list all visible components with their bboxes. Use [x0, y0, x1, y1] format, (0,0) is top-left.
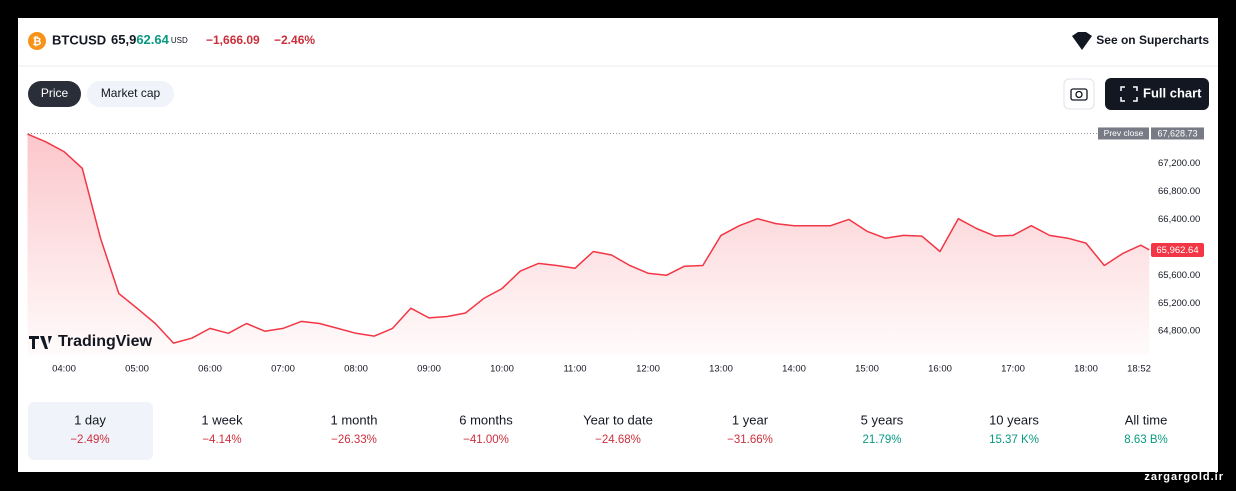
period-change[interactable]: −41.00% [463, 434, 509, 446]
last-price-label: 65,962.64 [1156, 245, 1198, 256]
period-change[interactable]: −31.66% [727, 434, 773, 446]
period-label[interactable]: Year to date [583, 412, 653, 427]
supercharts-icon[interactable] [1072, 32, 1092, 50]
x-tick-label: 18:52 [1127, 364, 1151, 375]
period-label[interactable]: 1 week [201, 412, 243, 427]
price-chart: Prev close 67,628.73 64,800.00 65,200.00 65,… [27, 127, 1204, 375]
period-label[interactable]: 10 years [989, 412, 1039, 427]
y-tick-label: 65,600.00 [1158, 270, 1200, 281]
x-tick-label: 05:00 [125, 364, 149, 375]
period-bar: 1 day −2.49% 1 week −4.14% 1 month −26.33% 6 m… [28, 402, 1168, 460]
price: 65,962.64 USD [111, 32, 188, 47]
period-label[interactable]: 6 months [459, 412, 513, 427]
period-change[interactable]: 15.37 K% [989, 434, 1039, 446]
tab-market-cap[interactable] [87, 81, 174, 107]
period-change[interactable]: 8.63 B% [1124, 434, 1167, 446]
period-change[interactable]: −24.68% [595, 434, 641, 446]
x-tick-label: 13:00 [709, 364, 733, 375]
prev-close-value: 67,628.73 [1157, 128, 1197, 138]
x-tick-label: 12:00 [636, 364, 660, 375]
symbol: BTCUSD [52, 32, 106, 47]
period-label[interactable]: All time [1125, 412, 1168, 427]
watermark: zargargold.ir [1144, 471, 1224, 483]
period-selected [28, 402, 153, 460]
x-tick-label: 08:00 [344, 364, 368, 375]
price-area [27, 134, 1150, 355]
x-tick-label: 10:00 [490, 364, 514, 375]
tradingview-logo [29, 336, 52, 349]
x-tick-label: 15:00 [855, 364, 879, 375]
camera-icon [1070, 88, 1088, 101]
period-change[interactable]: 21.79% [862, 434, 901, 446]
x-tick-label: 06:00 [198, 364, 222, 375]
x-tick-label: 04:00 [52, 364, 76, 375]
y-tick-label: 65,200.00 [1158, 298, 1200, 309]
price-highlight: 62.64 [136, 32, 169, 47]
snapshot-button[interactable] [1063, 78, 1095, 110]
y-tick-label: 66,400.00 [1158, 214, 1200, 225]
y-tick-label: 67,200.00 [1158, 158, 1200, 169]
price-change: −1,666.09 [206, 33, 260, 47]
x-tick-label: 17:00 [1001, 364, 1025, 375]
camera-lens [1075, 90, 1083, 99]
period-label[interactable]: 1 year [732, 412, 769, 427]
price-line [27, 133, 1150, 344]
period-label[interactable]: 5 years [861, 412, 904, 427]
full-chart-button[interactable] [1105, 78, 1209, 110]
x-tick-label: 11:00 [563, 364, 586, 375]
y-tick-label: 66,800.00 [1158, 186, 1200, 197]
supercharts-link[interactable]: See on Supercharts [1096, 33, 1209, 47]
period-label[interactable]: 1 day [74, 412, 106, 427]
last-price-tag [1151, 242, 1204, 257]
x-tick-label: 18:00 [1074, 364, 1098, 375]
x-tick-label: 09:00 [417, 364, 441, 375]
expand-icon [1120, 86, 1138, 102]
y-tick-label: 64,800.00 [1158, 326, 1200, 337]
x-tick-label: 07:00 [271, 364, 295, 375]
full-chart-label[interactable]: Full chart [1143, 85, 1202, 100]
tradingview-wordmark: TradingView [58, 333, 153, 350]
tab-price[interactable] [28, 81, 81, 107]
price-change-percent: −2.46% [274, 33, 315, 47]
period-change[interactable]: −2.49% [70, 434, 109, 446]
prev-close-tag [1098, 127, 1149, 140]
btc-icon-glyph: ₿ [33, 36, 42, 48]
period-label[interactable]: 1 month [331, 412, 378, 427]
currency: USD [171, 36, 188, 45]
tab-label[interactable]: Market cap [101, 86, 161, 100]
btc-icon [28, 32, 46, 50]
x-tick-label: 16:00 [928, 364, 952, 375]
price-main: 65,9 [111, 32, 136, 47]
period-change[interactable]: −4.14% [202, 434, 241, 446]
x-tick-label: 14:00 [782, 364, 806, 375]
period-change[interactable]: −26.33% [331, 434, 377, 446]
prev-close-value-tag [1151, 127, 1204, 140]
tab-label[interactable]: Price [41, 86, 69, 100]
prev-close-label: Prev close [1104, 128, 1144, 138]
